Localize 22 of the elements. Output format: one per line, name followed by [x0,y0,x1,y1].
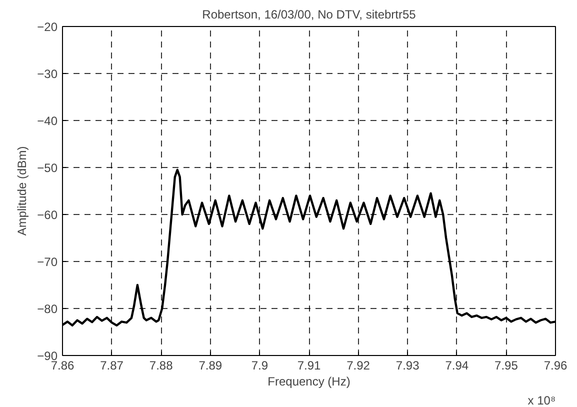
chart-title: Robertson, 16/03/00, No DTV, sitebrtr55 [202,8,416,22]
y-tick-label: −60 [37,208,58,222]
x-tick-label: 7.93 [396,358,420,372]
y-tick-label: −40 [37,114,58,128]
x-tick-label: 7.87 [100,358,124,372]
x-tick-label: 7.95 [494,358,518,372]
x-tick-label: 7.86 [50,358,75,372]
x-tick-label: 7.91 [297,358,322,372]
x-tick-label: 7.96 [544,358,568,372]
x-axis-title: Frequency (Hz) [268,374,350,388]
x-tick-label: 7.92 [346,358,370,372]
y-tick-label: −70 [37,255,58,269]
y-tick-label: −50 [37,161,58,175]
x-tick-label: 7.94 [445,358,469,372]
x-tick-label: 7.89 [198,358,222,372]
y-tick-label: −20 [37,20,58,34]
y-tick-label: −80 [37,302,58,316]
text: x 10⁸ [528,394,556,407]
x-tick-label: 7.88 [149,358,174,372]
x-tick-label: 7.9 [251,358,268,372]
y-axis-title: Amplitude (dBm) [15,146,30,236]
y-tick-label: −30 [37,67,58,81]
